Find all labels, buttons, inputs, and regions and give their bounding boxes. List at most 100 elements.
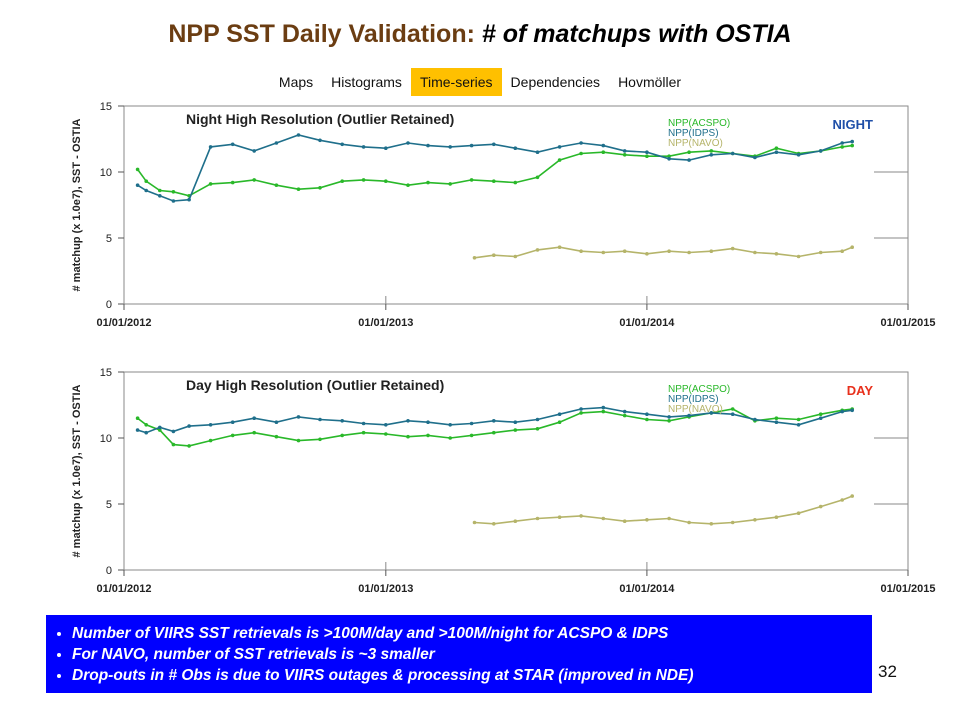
data-point: [730, 412, 735, 416]
plot-frame: [123, 105, 909, 305]
data-point: [171, 429, 176, 434]
data-point: [601, 143, 606, 148]
data-point: [557, 515, 562, 519]
data-point: [492, 522, 496, 526]
data-point: [818, 412, 823, 416]
data-point: [535, 248, 540, 252]
data-point: [406, 419, 410, 423]
data-point: [753, 518, 757, 522]
data-point: [687, 413, 691, 418]
data-point: [361, 430, 366, 435]
y-axis-label: # matchup (x 1.0e7), SST - OSTIA: [71, 118, 83, 291]
data-point: [601, 516, 606, 521]
data-point: [753, 417, 757, 422]
data-point: [709, 149, 714, 153]
data-point: [622, 519, 627, 523]
data-point: [840, 409, 844, 414]
data-point: [492, 142, 496, 147]
tab-time-series[interactable]: Time-series: [410, 68, 502, 96]
data-point: [187, 424, 191, 428]
x-tick-label: 01/01/2012: [96, 583, 151, 595]
data-point: [469, 143, 474, 148]
data-point: [426, 143, 430, 148]
data-point: [535, 427, 540, 431]
legend-entry: NPP(IDPS): [668, 394, 719, 405]
tab-histograms[interactable]: Histograms: [331, 74, 402, 90]
data-point: [667, 415, 671, 419]
data-point: [818, 250, 823, 255]
page-number: 32: [878, 662, 897, 681]
data-point: [818, 504, 823, 509]
data-point: [601, 250, 606, 255]
data-point: [535, 175, 540, 180]
y-tick-label: 5: [106, 233, 112, 245]
x-tick-label: 01/01/2012: [96, 317, 151, 329]
data-point: [850, 143, 854, 148]
data-point: [850, 139, 854, 144]
slide-title-sub: # of matchups with OSTIA: [481, 20, 792, 48]
data-point: [513, 180, 518, 185]
data-point: [448, 182, 453, 186]
x-tick-label: 01/01/2013: [358, 583, 413, 595]
data-point: [384, 146, 388, 150]
note-item: For NAVO, number of SST retrievals is ~3…: [72, 644, 862, 665]
data-point: [557, 420, 562, 424]
slide-title: NPP SST Daily Validation: # of matchups …: [0, 20, 960, 49]
data-point: [622, 413, 627, 418]
data-point: [472, 520, 477, 525]
data-point: [645, 412, 649, 416]
data-point: [796, 417, 801, 422]
data-point: [144, 188, 148, 193]
data-point: [171, 190, 176, 194]
data-point: [535, 417, 540, 422]
data-point: [774, 416, 779, 420]
data-point: [730, 246, 735, 251]
legend-entry: NPP(NAVO): [668, 404, 723, 415]
data-point: [622, 249, 627, 253]
tab-maps[interactable]: Maps: [278, 74, 314, 90]
data-point: [850, 245, 854, 249]
data-point: [667, 157, 671, 161]
data-point: [158, 188, 162, 193]
data-point: [796, 423, 801, 427]
data-point: [492, 179, 496, 183]
y-tick-label: 0: [106, 299, 112, 311]
data-point: [230, 180, 235, 185]
data-point: [361, 145, 366, 149]
data-point: [687, 150, 691, 154]
data-point: [774, 146, 779, 150]
data-point: [730, 151, 735, 156]
tab-hovmoller[interactable]: Hovmöller: [618, 74, 682, 90]
data-point: [645, 518, 649, 522]
data-point: [230, 420, 235, 424]
tab-dependencies[interactable]: Dependencies: [510, 74, 601, 90]
data-point: [601, 150, 606, 154]
data-point: [796, 153, 801, 157]
data-point: [406, 141, 410, 145]
data-point: [667, 249, 671, 253]
y-tick-label: 0: [106, 565, 112, 577]
data-point: [557, 158, 562, 162]
data-point: [492, 430, 496, 435]
data-point: [645, 252, 649, 256]
y-tick-label: 10: [100, 433, 112, 445]
data-point: [296, 415, 301, 419]
data-point: [709, 411, 714, 415]
data-point: [850, 494, 854, 498]
corner-label: NIGHT: [833, 117, 874, 132]
data-point: [426, 420, 430, 424]
data-point: [601, 405, 606, 410]
legend-entry: NPP(ACSPO): [668, 384, 730, 395]
data-point: [274, 183, 279, 187]
notes-box: Number of VIIRS SST retrievals is >100M/…: [46, 615, 872, 693]
data-point: [318, 138, 322, 143]
data-point: [448, 423, 453, 427]
data-point: [469, 178, 474, 182]
data-point: [840, 249, 844, 253]
data-point: [796, 254, 801, 259]
data-point: [230, 433, 235, 438]
data-point: [622, 149, 627, 153]
x-tick-label: 01/01/2015: [880, 317, 935, 329]
series-line: [137, 134, 853, 202]
data-point: [535, 150, 540, 154]
